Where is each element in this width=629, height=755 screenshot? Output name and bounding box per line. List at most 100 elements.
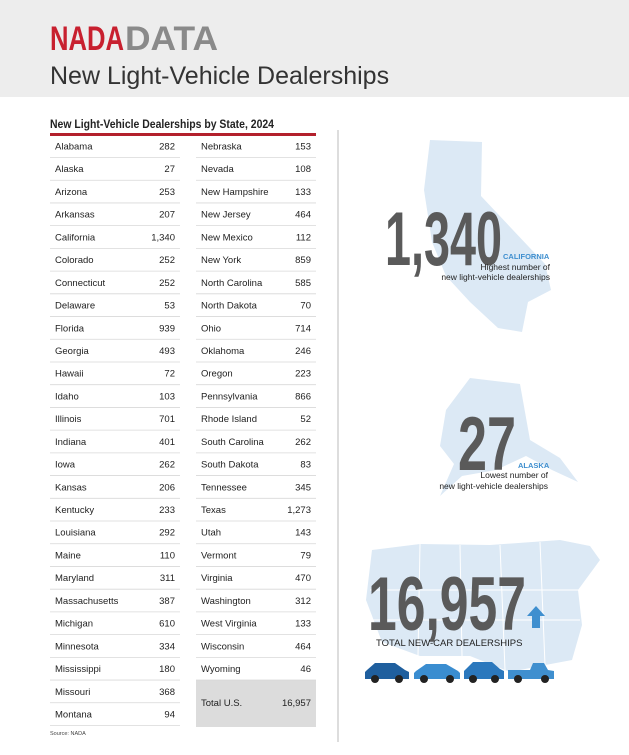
state-name: Alaska xyxy=(55,164,84,175)
state-name: Montana xyxy=(55,710,93,721)
state-name: Idaho xyxy=(55,391,79,402)
state-name: Minnesota xyxy=(55,641,100,652)
state-name: Florida xyxy=(55,323,85,334)
dealer-count: 1,273 xyxy=(287,505,311,516)
highlight-value: 27 xyxy=(458,402,516,487)
total-bg xyxy=(196,680,316,727)
dealer-count: 493 xyxy=(159,346,175,357)
dealer-count: 206 xyxy=(159,482,175,493)
total-count: 16,957 xyxy=(282,698,311,709)
dealer-count: 83 xyxy=(300,460,311,471)
brand-red: NADA xyxy=(50,20,124,58)
dealer-count: 262 xyxy=(159,460,175,471)
dealer-count: 714 xyxy=(295,323,311,334)
state-name: Arizona xyxy=(55,187,88,198)
up-arrow xyxy=(527,606,545,628)
highlight-caption: new light-vehicle dealerships xyxy=(439,481,548,491)
dealer-count: 252 xyxy=(159,255,175,266)
highlight-caption: Lowest number of xyxy=(480,470,548,480)
dealer-count: 112 xyxy=(296,232,311,243)
state-name: New Jersey xyxy=(201,210,251,221)
state-name: Virginia xyxy=(201,573,233,584)
california-shape xyxy=(424,140,551,332)
dealer-count: 701 xyxy=(159,414,175,425)
dealer-count: 94 xyxy=(164,710,175,721)
dealer-count: 866 xyxy=(295,391,311,402)
dealer-count: 79 xyxy=(300,550,311,561)
state-name: Utah xyxy=(201,528,221,539)
total-value: 16,957 xyxy=(368,562,526,647)
dealer-count: 233 xyxy=(159,505,175,516)
dealer-count: 859 xyxy=(295,255,311,266)
dealer-count: 27 xyxy=(164,164,175,175)
table-rule xyxy=(50,133,316,136)
state-name: New York xyxy=(201,255,241,266)
state-name: Tennessee xyxy=(201,482,247,493)
dealer-count: 939 xyxy=(159,323,175,334)
state-name: North Carolina xyxy=(201,278,263,289)
dealer-count: 133 xyxy=(295,619,311,630)
state-name: New Hampshire xyxy=(201,187,269,198)
brand-gray: DATA xyxy=(125,20,218,58)
state-name: Michigan xyxy=(55,619,93,630)
state-name: Washington xyxy=(201,596,251,607)
dealer-count: 207 xyxy=(159,210,175,221)
state-name: Connecticut xyxy=(55,278,106,289)
state-name: Rhode Island xyxy=(201,414,257,425)
dealer-count: 368 xyxy=(159,687,175,698)
header-bg xyxy=(0,0,629,97)
state-name: Kansas xyxy=(55,482,87,493)
highlight-state: CALIFORNIA xyxy=(503,252,550,261)
dealer-count: 464 xyxy=(295,641,311,652)
dealer-count: 312 xyxy=(295,596,311,607)
highlight-value: 1,340 xyxy=(385,197,502,282)
state-name: Louisiana xyxy=(55,528,96,539)
dealer-count: 223 xyxy=(295,369,311,380)
highlight-state: ALASKA xyxy=(518,461,550,470)
table-title: New Light-Vehicle Dealerships by State, … xyxy=(50,119,275,131)
state-name: New Mexico xyxy=(201,232,253,243)
dealer-count: 585 xyxy=(295,278,311,289)
dealer-count: 180 xyxy=(159,664,175,675)
dealer-count: 311 xyxy=(160,573,175,584)
highlight-caption: new light-vehicle dealerships xyxy=(441,272,550,282)
page-title: New Light-Vehicle Dealerships xyxy=(50,62,389,90)
dealer-count: 72 xyxy=(164,369,175,380)
state-name: Oklahoma xyxy=(201,346,245,357)
dealer-count: 52 xyxy=(300,414,311,425)
state-name: Nevada xyxy=(201,164,234,175)
state-name: Nebraska xyxy=(201,142,242,153)
dealer-count: 610 xyxy=(159,619,175,630)
dealer-count: 334 xyxy=(159,641,175,652)
state-name: California xyxy=(55,232,96,243)
total-label: Total U.S. xyxy=(201,698,242,709)
highlight-caption: Highest number of xyxy=(481,262,551,272)
state-name: South Dakota xyxy=(201,460,259,471)
dealer-count: 143 xyxy=(295,528,311,539)
state-name: North Dakota xyxy=(201,301,258,312)
state-name: Alabama xyxy=(55,142,93,153)
dealer-count: 401 xyxy=(159,437,175,448)
dealer-count: 246 xyxy=(295,346,311,357)
state-name: West Virginia xyxy=(201,619,257,630)
dealer-count: 470 xyxy=(295,573,311,584)
state-name: Pennsylvania xyxy=(201,391,258,402)
dealer-count: 387 xyxy=(159,596,175,607)
dealer-count: 282 xyxy=(159,142,175,153)
total-caption: TOTAL NEW-CAR DEALERSHIPS xyxy=(376,638,522,649)
dealer-count: 252 xyxy=(159,278,175,289)
state-name: Hawaii xyxy=(55,369,84,380)
dealer-count: 53 xyxy=(164,301,175,312)
dealer-count: 133 xyxy=(295,187,311,198)
state-name: Indiana xyxy=(55,437,87,448)
state-name: Wisconsin xyxy=(201,641,244,652)
dealer-count: 1,340 xyxy=(151,232,175,243)
state-name: Massachusetts xyxy=(55,596,119,607)
state-name: South Carolina xyxy=(201,437,265,448)
state-name: Mississippi xyxy=(55,664,101,675)
state-name: Arkansas xyxy=(55,210,95,221)
dealer-count: 464 xyxy=(295,210,311,221)
state-name: Vermont xyxy=(201,550,237,561)
dealer-count: 110 xyxy=(160,550,175,561)
